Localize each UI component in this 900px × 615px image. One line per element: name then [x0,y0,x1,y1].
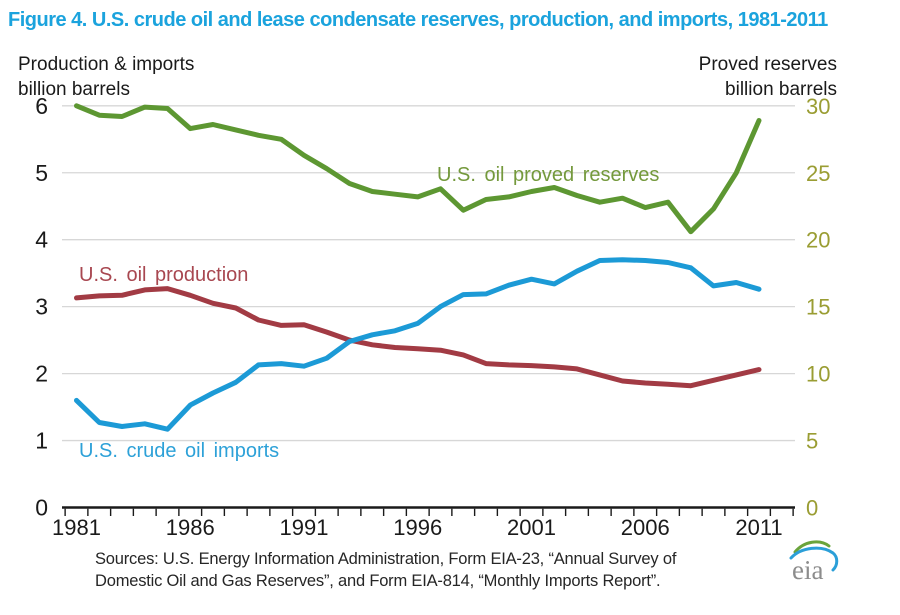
series-label-u-s-oil-production: U.S. oil production [79,264,248,286]
series-label-u-s-crude-oil-imports: U.S. crude oil imports [79,440,279,462]
series-line-u-s-crude-oil-imports [74,257,762,432]
y-axis-label-right: 15 [806,295,830,320]
y-axis-label-right: 25 [806,161,830,186]
x-axis-year-label: 1991 [280,515,329,540]
x-axis-year-label: 2011 [735,515,782,540]
y-axis-label-left: 2 [35,361,48,387]
sources-line2: Domestic Oil and Gas Reserves”, and Form… [95,571,661,590]
x-axis-year-label: 1981 [52,515,101,540]
right-axis-header-line2: billion barrels [725,79,837,100]
y-axis-label-right: 30 [806,94,830,119]
y-axis-label-right: 0 [806,496,818,521]
x-axis-year-label: 2001 [507,515,556,540]
sources-line1: Sources: U.S. Energy Information Adminis… [95,550,677,568]
left-axis-header-line1: Production & imports [18,54,195,75]
y-axis-label-right: 5 [806,429,818,454]
x-axis-year-label: 2006 [621,515,670,540]
figure-title: Figure 4. U.S. crude oil and lease conde… [8,9,828,31]
right-axis-header-line1: Proved reserves [698,54,837,75]
y-axis-label-left: 1 [35,428,48,454]
y-axis-label-left: 6 [35,93,48,119]
y-axis-label-left: 5 [35,160,48,186]
x-axis-year-label: 1996 [393,515,442,540]
left-axis-header: Production & imports billion barrels [18,52,194,102]
eia-logo-green-swoosh [793,540,831,554]
series-line-u-s-oil-proved-reserves [74,103,762,235]
x-axis-year-label: 1986 [166,515,215,540]
y-axis-label-right: 10 [806,362,830,387]
y-axis-label-left: 0 [35,495,48,521]
left-axis-header-line2: billion barrels [18,79,130,100]
sources-note: Sources: U.S. Energy Information Adminis… [95,549,770,592]
eia-logo-blue-swoosh [789,546,839,572]
series-label-u-s-oil-proved-reserves: U.S. oil proved reserves [437,164,659,186]
series-line-u-s-oil-production [74,286,762,389]
right-axis-header: Proved reserves billion barrels [699,52,837,102]
y-axis-label-left: 3 [35,294,48,320]
eia-logo: eia [789,540,839,585]
y-axis-label-right: 20 [806,228,830,253]
y-axis-label-left: 4 [35,227,48,253]
eia-logo-text: eia [792,555,823,585]
